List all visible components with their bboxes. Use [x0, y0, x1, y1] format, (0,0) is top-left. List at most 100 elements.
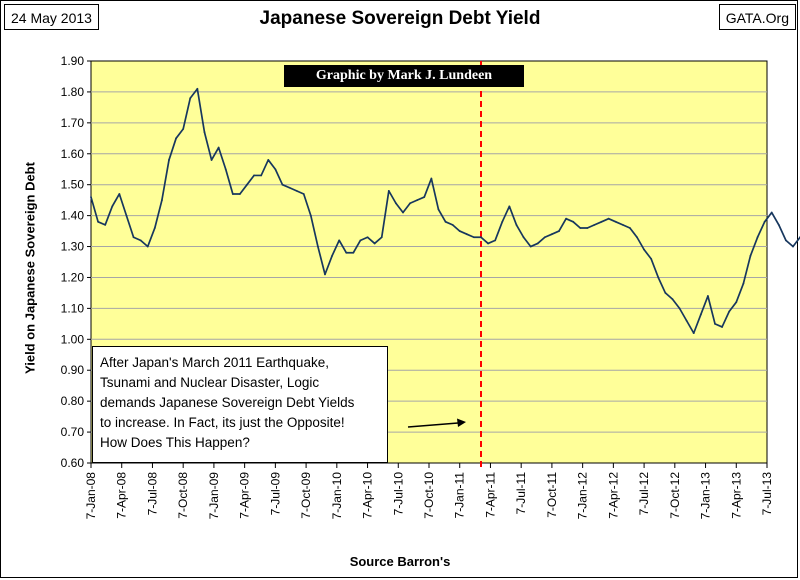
x-tick-label: 7-Jan-11	[453, 472, 467, 519]
y-tick-label: 1.40	[61, 209, 85, 223]
data-point	[97, 220, 99, 223]
data-point	[324, 273, 326, 276]
x-tick-label: 7-Oct-12	[668, 472, 682, 519]
data-point	[671, 298, 674, 301]
data-point	[487, 242, 489, 245]
data-point	[146, 245, 149, 248]
data-point	[168, 159, 170, 161]
data-point	[125, 214, 128, 217]
y-tick-label: 1.00	[61, 332, 85, 346]
y-tick-label: 1.70	[61, 116, 85, 130]
x-tick-label: 7-Apr-11	[483, 472, 497, 518]
data-point	[451, 223, 454, 226]
x-tick-label: 7-Jul-12	[637, 472, 651, 516]
note-line: demands Japanese Sovereign Debt Yields	[100, 395, 355, 410]
data-point	[366, 236, 369, 239]
data-point	[153, 227, 156, 229]
y-tick-label: 0.70	[61, 425, 85, 439]
credit-label: Graphic by Mark J. Lundeen	[284, 65, 524, 87]
x-tick-label: 7-Oct-08	[176, 472, 190, 519]
data-point	[380, 236, 383, 239]
data-point	[416, 199, 419, 202]
y-tick-label: 1.60	[61, 147, 85, 161]
data-point	[217, 146, 220, 149]
x-tick-label: 7-Jan-13	[699, 472, 713, 520]
chart-title: Japanese Sovereign Debt Yield	[259, 8, 541, 29]
y-tick-label: 1.90	[61, 54, 85, 68]
data-point	[239, 193, 241, 195]
data-point	[614, 220, 617, 223]
data-point	[699, 313, 702, 316]
data-point	[139, 239, 142, 242]
data-point	[161, 199, 163, 202]
data-point	[246, 183, 248, 186]
data-point	[607, 217, 610, 220]
y-tick-label: 1.80	[61, 85, 85, 99]
data-point	[104, 223, 107, 226]
y-axis: 0.60 0.70 0.80 0.90 1.00 1.10 1.20 1.30 1.40 1.50…	[61, 54, 91, 470]
y-tick-label: 1.50	[61, 178, 85, 192]
arrow-annotation	[407, 418, 466, 428]
data-point	[302, 193, 305, 195]
data-point	[657, 276, 660, 279]
note-line: to increase. In Fact, its just the Oppos…	[100, 415, 345, 430]
data-point	[664, 292, 667, 294]
data-point	[515, 223, 518, 226]
data-point	[260, 174, 263, 177]
data-points	[90, 87, 800, 335]
data-point	[274, 168, 277, 171]
data-point	[309, 214, 312, 217]
data-point	[522, 236, 525, 239]
data-point	[437, 208, 440, 211]
data-point	[678, 307, 681, 310]
data-point	[189, 97, 192, 100]
data-point	[331, 254, 333, 257]
data-point	[480, 236, 482, 239]
data-point	[777, 223, 780, 226]
x-tick-label: 7-Jan-08	[84, 472, 98, 520]
data-point	[281, 183, 284, 186]
x-tick-label: 7-Jan-12	[576, 472, 590, 520]
data-point	[714, 322, 716, 325]
x-tick-label: 7-Jul-11	[514, 472, 528, 515]
data-point	[387, 189, 390, 192]
data-point	[402, 211, 404, 214]
data-point	[749, 254, 752, 257]
x-tick-label: 7-Jul-09	[268, 472, 282, 516]
y-tick-label: 0.80	[61, 394, 85, 408]
data-point	[621, 223, 624, 226]
data-point	[111, 205, 114, 208]
data-point	[224, 168, 227, 171]
data-point	[529, 245, 532, 248]
data-point	[643, 248, 645, 251]
data-point	[756, 236, 759, 239]
data-point	[118, 193, 121, 195]
data-point	[175, 137, 177, 140]
data-point	[685, 319, 688, 322]
gridlines	[91, 91, 767, 433]
data-point	[182, 128, 185, 130]
data-point	[551, 233, 553, 236]
data-point	[231, 193, 234, 195]
data-point	[203, 131, 206, 134]
data-point	[742, 282, 745, 285]
data-point	[430, 177, 433, 180]
data-point	[572, 220, 575, 223]
data-point	[629, 227, 631, 229]
x-axis-label: Source Barron's	[349, 554, 451, 569]
data-point	[494, 239, 497, 242]
y-tick-label: 1.20	[61, 270, 85, 284]
data-point	[465, 233, 468, 236]
data-point	[692, 332, 695, 335]
y-tick-label: 1.10	[61, 301, 85, 315]
annotation-note: After Japan's March 2011 Earthquake, Tsu…	[92, 346, 388, 463]
data-point	[579, 227, 582, 229]
x-tick-label: 7-Jul-13	[760, 472, 774, 516]
data-point	[359, 239, 362, 242]
x-tick-label: 7-Jan-10	[330, 472, 344, 520]
data-point	[395, 202, 397, 205]
data-point	[600, 220, 603, 223]
data-point	[295, 189, 298, 192]
